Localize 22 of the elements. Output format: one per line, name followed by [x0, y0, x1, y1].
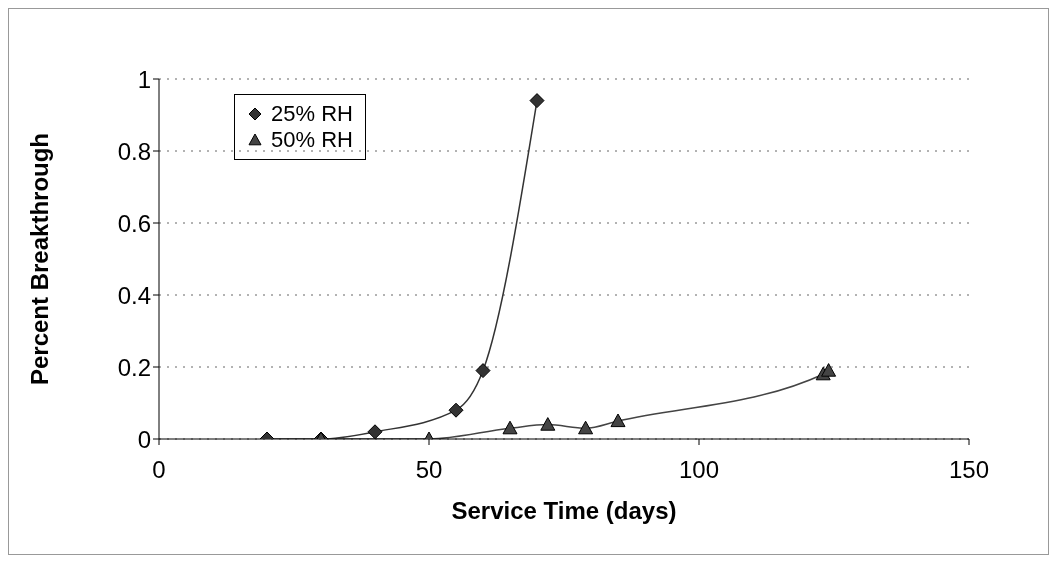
- point: [540, 417, 556, 431]
- point: [610, 413, 626, 428]
- point: [475, 363, 491, 379]
- y-tick-label: 0.4: [117, 281, 151, 309]
- x-axis-title: Service Time (days): [451, 497, 677, 524]
- point: [578, 420, 594, 435]
- x-tick-label: 50: [415, 456, 443, 484]
- point: [367, 424, 383, 439]
- y-tick-label: 0.2: [117, 353, 151, 381]
- point: [502, 420, 518, 435]
- y-axis-title: Percent Breakthrough: [25, 132, 53, 386]
- y-tick-label: 0.8: [117, 137, 151, 165]
- legend-label: 25% RH: [271, 101, 353, 127]
- point: [821, 363, 837, 377]
- legend-label: 50% RH: [271, 127, 353, 153]
- x-tick-label: 100: [678, 456, 720, 484]
- point: [448, 402, 464, 418]
- y-tick-label: 0.6: [117, 209, 151, 237]
- point: [529, 93, 545, 109]
- y-tick-label: 0: [137, 425, 151, 453]
- y-tick-label: 1: [137, 65, 151, 93]
- x-tick-label: 150: [948, 456, 990, 484]
